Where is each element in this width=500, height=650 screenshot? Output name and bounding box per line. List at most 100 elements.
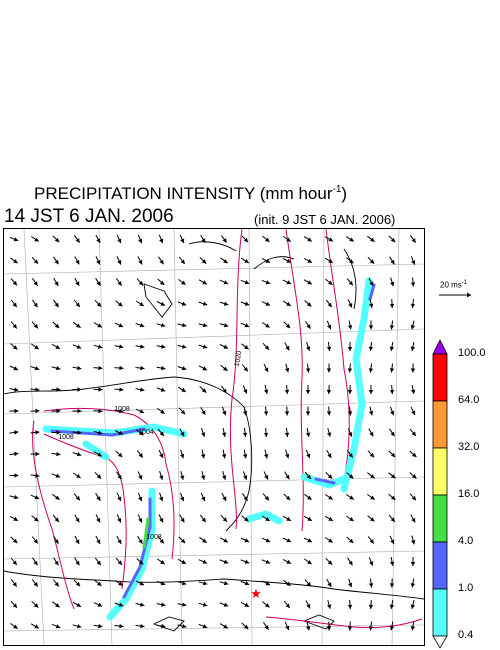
- wind-vector: [31, 536, 39, 544]
- isobar-labels: 1020 1008 1008 1004 1008: [58, 350, 243, 541]
- wind-vector: [72, 387, 82, 392]
- wind-vector: [305, 363, 311, 373]
- wind-vector: [93, 451, 103, 457]
- wind-vector: [240, 580, 250, 586]
- wind-vector: [93, 408, 103, 414]
- wind-vector: [241, 343, 249, 350]
- wind-vector: [368, 599, 374, 610]
- wind-vector: [95, 277, 101, 287]
- wind-vector: [346, 472, 354, 479]
- wind-vector: [10, 622, 18, 630]
- wind-vector: [51, 343, 61, 350]
- wind-vector: [177, 386, 187, 393]
- wind-vector: [156, 365, 166, 371]
- colorbar-label: 0.4: [458, 629, 474, 641]
- wind-vector: [347, 363, 353, 373]
- wind-vector: [410, 277, 416, 287]
- reference-wind-vector: [439, 292, 471, 298]
- wind-vector: [261, 559, 271, 564]
- wind-vector: [73, 579, 81, 587]
- isobars: [32, 229, 423, 628]
- wind-vector: [240, 257, 250, 264]
- wind-vector: [240, 301, 250, 306]
- wind-vector: [52, 579, 60, 587]
- wind-vector: [156, 387, 166, 392]
- wind-vector: [30, 451, 40, 457]
- wind-vector: [240, 559, 250, 564]
- wind-vector: [304, 558, 312, 565]
- wind-vector: [410, 599, 415, 610]
- isobar-label: 1004: [138, 429, 154, 436]
- wind-vector: [410, 341, 416, 352]
- wind-vector: [347, 299, 353, 308]
- wind-vector: [93, 387, 103, 392]
- wind-vector: [388, 450, 396, 458]
- wind-vector: [135, 623, 145, 629]
- wind-vector: [304, 471, 312, 480]
- wind-vector: [368, 578, 374, 588]
- wind-vector: [93, 623, 103, 629]
- wind-vector: [241, 515, 249, 522]
- wind-vector: [347, 406, 353, 416]
- wind-vector: [158, 514, 164, 523]
- wind-vector: [114, 387, 124, 392]
- wind-vector: [158, 256, 164, 265]
- wind-vector: [304, 493, 312, 501]
- isobar-label: 1020: [234, 350, 244, 367]
- wind-vector: [283, 600, 291, 609]
- wind-vector: [262, 601, 270, 608]
- wind-vector: [93, 430, 103, 435]
- wind-vector: [199, 536, 207, 544]
- wind-vector: [240, 279, 250, 285]
- wind-vector: [137, 492, 143, 502]
- wind-vector: [198, 344, 208, 349]
- wind-vector: [51, 430, 61, 435]
- wind-vector: [135, 580, 145, 586]
- wind-vector: [52, 601, 60, 608]
- wind-vector: [346, 278, 354, 286]
- wind-vector: [137, 514, 143, 523]
- wind-vector: [72, 365, 82, 371]
- wind-vector: [284, 384, 290, 395]
- wind-vector: [282, 537, 292, 543]
- wind-vector: [10, 536, 18, 544]
- wind-vector: [325, 557, 333, 566]
- wind-vector: [74, 514, 80, 523]
- wind-vector: [116, 256, 122, 265]
- wind-vector: [157, 536, 165, 544]
- wind-vector: [262, 622, 270, 630]
- isobar-label: 1008: [114, 406, 130, 413]
- wind-vector: [264, 449, 269, 459]
- precipitation-field: [42, 277, 376, 621]
- wind-vector: [179, 234, 185, 244]
- wind-vector: [284, 406, 290, 416]
- wind-vector: [221, 406, 227, 416]
- wind-vector: [200, 492, 206, 502]
- wind-vector: [220, 385, 228, 394]
- wind-vector: [136, 450, 144, 458]
- wind-vector: [368, 557, 374, 566]
- wind-vector: [52, 321, 60, 329]
- wind-vector: [368, 277, 374, 287]
- wind-vector: [53, 535, 59, 545]
- wind-vector: [283, 579, 291, 587]
- wind-vector: [325, 471, 333, 480]
- wind-vector: [32, 299, 38, 308]
- wind-vector: [52, 493, 60, 501]
- wind-vector: [201, 449, 206, 459]
- wind-vector: [369, 406, 374, 416]
- wind-vector: [114, 430, 124, 435]
- wind-vector: [201, 470, 206, 481]
- wind-vector: [347, 428, 353, 437]
- title-close: ): [341, 184, 348, 203]
- wind-vector: [31, 579, 39, 587]
- wind-vector: [284, 342, 290, 351]
- wind-vector: [177, 558, 187, 565]
- wind-vector: [285, 363, 290, 373]
- wind-vector: [31, 321, 39, 329]
- wind-vector: [116, 234, 122, 244]
- wind-vector: [177, 301, 187, 306]
- wind-vector: [30, 387, 40, 392]
- wind-vector: [10, 278, 18, 286]
- wind-vector: [389, 535, 395, 545]
